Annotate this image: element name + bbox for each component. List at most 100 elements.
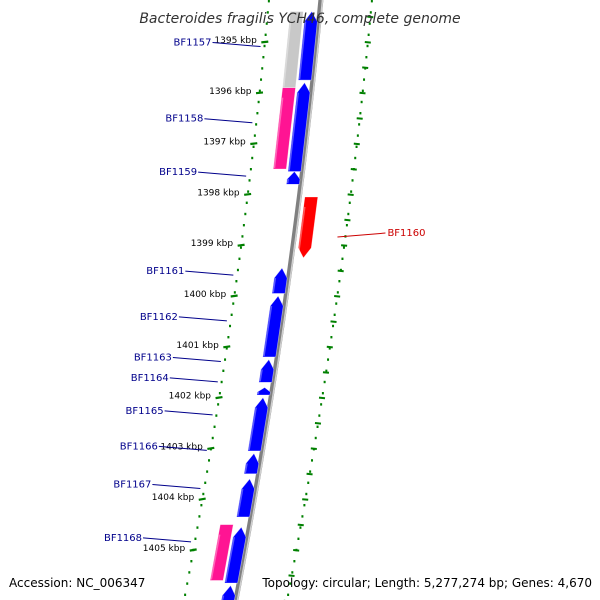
outer-scale-tick — [362, 66, 369, 69]
guide-dot — [368, 22, 371, 25]
gene-arrow[interactable] — [220, 585, 236, 600]
guide-dot — [251, 156, 254, 160]
outer-scale-tick — [364, 41, 371, 44]
guide-dot — [345, 224, 348, 227]
guide-dot — [320, 403, 323, 406]
gene-arrow[interactable] — [247, 397, 269, 452]
outer-scale-tick — [326, 345, 333, 349]
gene-arrow[interactable] — [243, 452, 260, 475]
gene-label[interactable]: BF1160 — [387, 228, 425, 239]
gene-arrow[interactable] — [209, 524, 234, 581]
outer-scale-tick — [306, 472, 313, 476]
guide-dot — [338, 280, 341, 283]
outer-scale-tick — [334, 295, 341, 298]
scale-tick — [250, 142, 258, 146]
guide-dot — [186, 582, 189, 585]
gene-arrow-shade — [283, 21, 292, 87]
guide-dot — [262, 56, 265, 59]
guide-dot — [355, 145, 358, 148]
gene-label[interactable]: BF1164 — [131, 373, 169, 384]
scale-tick-label: 1402 kbp — [169, 392, 212, 402]
guide-dot — [230, 313, 233, 316]
guide-dot — [336, 291, 339, 294]
outer-scale-tick — [337, 269, 344, 273]
gene-arrow[interactable] — [297, 196, 319, 259]
gene-arrow[interactable] — [272, 87, 296, 170]
guide-dot — [321, 392, 324, 395]
guide-dot — [244, 212, 247, 216]
guide-dot — [370, 0, 373, 3]
guide-dot — [202, 492, 205, 496]
guide-dot — [363, 78, 366, 81]
scale-tick — [215, 395, 223, 400]
guide-dot — [316, 425, 319, 428]
guide-dot — [311, 459, 314, 462]
gene-arrow-shade — [272, 277, 277, 293]
guide-dot — [348, 201, 351, 204]
gene-arrow-shade — [221, 595, 225, 600]
gene-arrow[interactable] — [262, 295, 284, 358]
gene-arrow[interactable] — [286, 171, 301, 185]
scale-tick-label: 1397 kbp — [203, 138, 246, 148]
guide-dot — [287, 593, 290, 596]
guide-dot — [325, 369, 328, 372]
guide-dot — [260, 78, 263, 81]
guide-dot — [291, 571, 294, 574]
guide-dot — [248, 179, 251, 182]
guide-dot — [303, 504, 306, 507]
guide-dot — [267, 0, 270, 3]
gene-arrow[interactable] — [236, 478, 255, 518]
guide-dot — [249, 168, 252, 171]
gene-label[interactable]: BF1159 — [159, 167, 197, 178]
guide-dot — [264, 33, 267, 36]
gene-arrow[interactable] — [256, 387, 271, 396]
guide-dot — [208, 459, 211, 462]
gene-arrow-shade — [288, 92, 299, 171]
gene-label-leader — [212, 42, 261, 48]
gene-label[interactable]: BF1161 — [146, 266, 184, 277]
gene-arrow-shade — [225, 537, 235, 583]
guide-dot — [227, 336, 230, 339]
gene-arrow[interactable] — [224, 526, 247, 584]
guide-dot — [258, 89, 261, 92]
guide-dot — [323, 380, 326, 384]
gene-arrow[interactable] — [258, 358, 275, 383]
guide-dot — [350, 190, 353, 193]
backbone-highlight — [236, 0, 324, 600]
guide-dot — [318, 414, 321, 417]
guide-dot — [360, 100, 363, 104]
gene-label[interactable]: BF1157 — [173, 38, 211, 49]
gene-label[interactable]: BF1168 — [104, 533, 142, 544]
guide-dot — [220, 380, 223, 384]
guide-dot — [301, 515, 304, 518]
scale-tick — [244, 192, 252, 196]
guide-dot — [229, 324, 232, 328]
guide-dot — [332, 324, 335, 328]
scale-tick-label: 1395 kbp — [214, 36, 257, 46]
guide-dot — [289, 582, 292, 585]
gene-label[interactable]: BF1167 — [113, 480, 151, 491]
outer-scale-tick — [344, 218, 351, 222]
gene-arrow[interactable] — [298, 10, 318, 81]
gene-label[interactable]: BF1162 — [140, 312, 178, 323]
gene-label[interactable]: BF1166 — [120, 441, 158, 452]
gene-arrow-shade — [210, 534, 221, 580]
guide-dot — [359, 112, 362, 115]
guide-dot — [245, 201, 248, 204]
gene-arrow-shade — [286, 179, 289, 184]
scale-tick-label: 1396 kbp — [209, 87, 252, 97]
scale-tick — [237, 243, 245, 247]
guide-dot — [225, 347, 228, 350]
gene-arrow-shade — [244, 463, 248, 473]
guide-dot — [335, 302, 338, 305]
gene-arrow[interactable] — [271, 267, 288, 294]
gene-label[interactable]: BF1163 — [134, 353, 172, 364]
gene-label[interactable]: BF1158 — [165, 114, 203, 125]
scale-tick — [198, 497, 206, 501]
guide-dot — [330, 336, 333, 339]
gene-label-leader — [198, 171, 247, 177]
scale-tick-label: 1404 kbp — [152, 493, 195, 503]
guide-dot — [257, 100, 260, 104]
gene-arrow-shade — [263, 305, 273, 357]
gene-label[interactable]: BF1165 — [126, 406, 164, 417]
